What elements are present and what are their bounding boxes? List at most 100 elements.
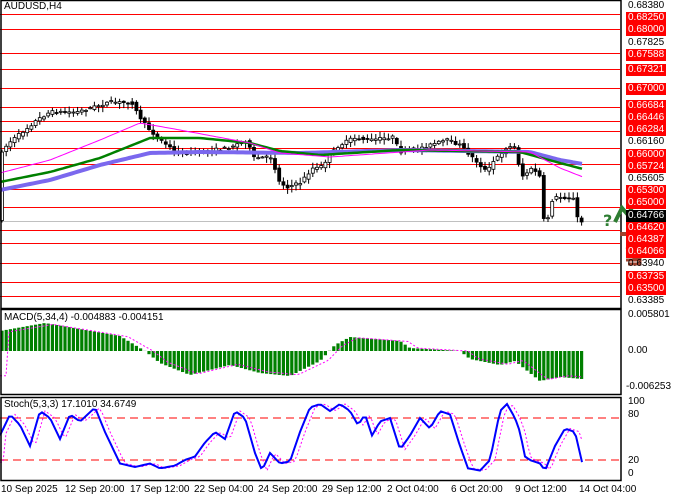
candle-bull bbox=[71, 111, 76, 114]
macd-axis-bottom: -0.006253 bbox=[626, 381, 672, 392]
level-label: 0.65724 bbox=[626, 160, 667, 173]
macd-bar bbox=[281, 351, 285, 376]
macd-bar bbox=[181, 351, 185, 373]
level-label: 0.65000 bbox=[626, 197, 667, 210]
candle-bear bbox=[147, 122, 151, 130]
macd-bar bbox=[277, 351, 281, 375]
macd-bar bbox=[273, 351, 277, 375]
macd-bar bbox=[193, 351, 197, 374]
macd-bar bbox=[399, 341, 403, 351]
macd-bar bbox=[290, 351, 294, 376]
candle-bull bbox=[369, 138, 374, 142]
candle-bull bbox=[298, 183, 303, 186]
macd-bar bbox=[210, 351, 214, 370]
candle-bear bbox=[126, 102, 130, 105]
candle-bull bbox=[487, 166, 492, 172]
candle-bull bbox=[231, 145, 235, 148]
macd-bar bbox=[147, 351, 151, 355]
macd-bar bbox=[17, 327, 21, 351]
candle-bear bbox=[462, 143, 466, 149]
candle-bear bbox=[151, 129, 156, 135]
candle-bull bbox=[449, 139, 454, 142]
candle-bear bbox=[155, 133, 160, 138]
macd-bar bbox=[151, 351, 155, 358]
price-tick: 0.66160 bbox=[628, 136, 665, 148]
candle-bear bbox=[470, 152, 475, 158]
macd-bar bbox=[248, 351, 252, 371]
macd-bar bbox=[256, 351, 260, 373]
macd-bar bbox=[437, 349, 441, 351]
macd-bar bbox=[357, 337, 361, 351]
candle-bull bbox=[50, 110, 55, 115]
macd-bar bbox=[370, 338, 374, 351]
macd-bar bbox=[353, 337, 357, 351]
macd-bar bbox=[319, 351, 323, 360]
candle-bull bbox=[373, 138, 378, 141]
macd-bar bbox=[391, 340, 395, 351]
macd-bar bbox=[298, 351, 302, 371]
macd-bar bbox=[332, 346, 336, 351]
level-label: 0.64387 bbox=[626, 234, 667, 246]
macd-bar bbox=[105, 333, 109, 351]
candle-bull bbox=[315, 166, 319, 170]
macd-bar bbox=[412, 348, 416, 351]
candle-bull bbox=[352, 137, 357, 142]
candle-bull bbox=[302, 176, 307, 183]
macd-bar bbox=[92, 331, 96, 351]
candle-bull bbox=[226, 148, 231, 151]
price-tick: 0.67825 bbox=[628, 36, 665, 48]
candle-bull bbox=[8, 141, 13, 148]
macd-bar bbox=[109, 334, 113, 351]
macd-bar bbox=[34, 324, 38, 351]
candle-bull bbox=[42, 116, 46, 120]
macd-bar bbox=[235, 351, 239, 367]
candle-bear bbox=[285, 184, 290, 189]
macd-bar bbox=[134, 345, 138, 351]
macd-bar bbox=[407, 347, 411, 351]
level-label: 0.64066 bbox=[626, 246, 667, 259]
macd-bar bbox=[29, 325, 33, 351]
macd-bar bbox=[315, 351, 319, 363]
level-label: 0.64620 bbox=[626, 221, 667, 234]
candle-bear bbox=[130, 101, 135, 105]
macd-bar bbox=[63, 326, 67, 351]
macd-bar bbox=[420, 348, 424, 351]
candle-bull bbox=[37, 117, 42, 122]
candle-bear bbox=[134, 101, 139, 112]
macd-axis-top: 0.005801 bbox=[628, 309, 670, 320]
macd-bar bbox=[46, 323, 50, 351]
macd-bar bbox=[38, 323, 42, 351]
candle-bull bbox=[428, 143, 433, 148]
candle-bull bbox=[46, 112, 51, 117]
macd-bar bbox=[265, 351, 269, 374]
price-tick: 0.68380 bbox=[628, 0, 665, 11]
macd-bar bbox=[517, 351, 521, 364]
candle-bear bbox=[533, 168, 538, 172]
level-label: 0.66284 bbox=[626, 124, 667, 137]
candle-bull bbox=[294, 182, 298, 186]
macd-bar bbox=[130, 343, 134, 351]
macd-bar bbox=[395, 340, 399, 351]
macd-bar bbox=[462, 351, 466, 355]
candle-bull bbox=[109, 100, 114, 103]
candle-bull bbox=[441, 140, 445, 143]
candle-bull bbox=[12, 137, 17, 144]
candle-bull bbox=[58, 110, 63, 113]
level-label: 0.65300 bbox=[626, 185, 667, 198]
candle-bear bbox=[520, 163, 525, 177]
panel-frame bbox=[0, 0, 622, 310]
time-label: 10 Sep 2025 bbox=[1, 484, 58, 495]
macd-bar bbox=[302, 351, 306, 369]
macd-bar bbox=[542, 351, 546, 381]
candle-bull bbox=[495, 155, 500, 161]
macd-bar bbox=[416, 348, 420, 351]
candle-bear bbox=[365, 138, 370, 140]
candle-bear bbox=[567, 197, 571, 200]
symbol-title: AUDUSD,H4 bbox=[4, 1, 62, 12]
macd-bar bbox=[185, 351, 189, 374]
macd-bar bbox=[487, 351, 491, 363]
macd-bar bbox=[550, 351, 554, 379]
macd-bar bbox=[428, 349, 432, 351]
price-tick: 0.65605 bbox=[628, 173, 665, 184]
